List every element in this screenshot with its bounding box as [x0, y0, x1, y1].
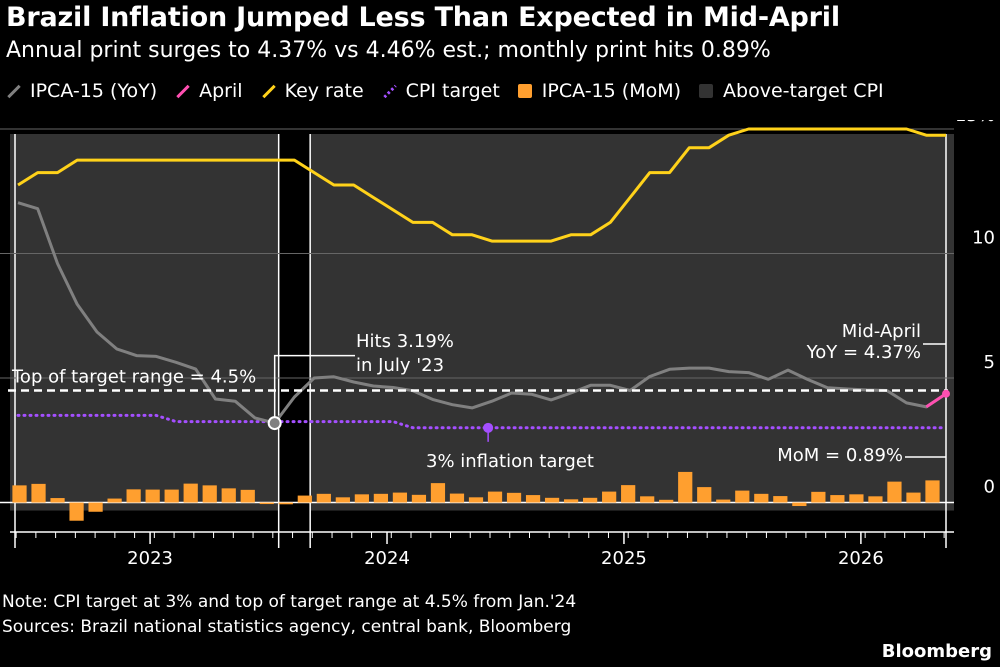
- mom-bar: [678, 471, 693, 503]
- mom-bar: [830, 495, 845, 503]
- mom-bar: [487, 491, 503, 503]
- mom-bar: [259, 502, 274, 505]
- mom-bar: [12, 485, 27, 503]
- legend-item-ipca15-mom[interactable]: IPCA-15 (MoM): [517, 80, 682, 102]
- legend-swatch-key-rate: [261, 84, 276, 98]
- cpi-target-line: [16, 413, 948, 430]
- mom-bar: [544, 497, 560, 503]
- mom-bar: [563, 499, 579, 503]
- target-range-label: Top of target range = 4.5%: [11, 366, 256, 387]
- chart-subtitle: Annual print surges to 4.37% vs 4.46% es…: [6, 38, 771, 63]
- mom-bar: [735, 490, 750, 503]
- chart-title: Brazil Inflation Jumped Less Than Expect…: [6, 2, 840, 33]
- mom-bar: [468, 497, 484, 503]
- mom-bar: [183, 483, 198, 503]
- mom-bar: [583, 497, 598, 503]
- legend-item-cpi-target[interactable]: CPI target: [382, 80, 500, 102]
- mom-bar: [640, 496, 655, 503]
- legend-swatch-ipca15-mom: [517, 84, 532, 98]
- legend-label-ipca15-yoy: IPCA-15 (YoY): [30, 80, 158, 102]
- mom-bar: [202, 485, 217, 503]
- mom-bar: [621, 485, 636, 503]
- mom-bar: [240, 489, 255, 503]
- legend-swatch-cpi-target: [382, 84, 397, 98]
- mom-bar: [31, 483, 46, 503]
- mom-bar: [88, 502, 103, 512]
- legend-swatch-april: [176, 84, 190, 98]
- mom-bar: [126, 489, 141, 503]
- mom-bar: [868, 496, 883, 503]
- chart-sources: Sources: Brazil national statistics agen…: [2, 617, 572, 637]
- above-target-shading: [10, 134, 279, 511]
- y-tick-label: 0: [984, 477, 995, 498]
- chart-note: Note: CPI target at 3% and top of target…: [2, 592, 577, 612]
- x-tick-label: 2023: [127, 548, 173, 569]
- mom-bar: [602, 491, 617, 503]
- legend-item-ipca15-yoy[interactable]: IPCA-15 (YoY): [6, 80, 157, 102]
- x-tick-label: 2025: [601, 548, 647, 569]
- legend-swatch-above-target: [699, 84, 714, 98]
- mom-bar: [335, 497, 350, 503]
- y-tick-label: 15%: [955, 120, 995, 126]
- mom-bar: [754, 493, 769, 503]
- annotation-midapril-line1: Mid-April: [842, 321, 921, 342]
- mom-bar: [716, 499, 731, 503]
- mom-bar: [659, 499, 674, 503]
- mom-bar: [925, 480, 940, 503]
- mom-bar: [525, 495, 541, 503]
- legend-label-above-target: Above-target CPI: [723, 80, 884, 102]
- mom-bar: [506, 492, 522, 503]
- mom-bar: [887, 481, 902, 503]
- latest-yoy-marker: [942, 389, 950, 398]
- mom-bar: [430, 483, 446, 503]
- y-tick-label: 5: [984, 352, 995, 373]
- annotation-inflation-target: 3% inflation target: [426, 451, 594, 472]
- ipca15-yoy-line: [17, 201, 947, 425]
- mom-bar: [50, 498, 65, 503]
- mom-bar: [316, 493, 331, 503]
- mom-bar: [849, 494, 864, 503]
- mom-bar: [773, 496, 788, 503]
- y-tick-label: 10: [972, 228, 995, 249]
- annotation-midapril-line2: YoY = 4.37%: [806, 342, 921, 363]
- legend-label-cpi-target: CPI target: [405, 80, 500, 102]
- annotation-hits-line1: Hits 3.19%: [356, 331, 454, 352]
- mom-bar: [411, 494, 427, 503]
- bloomberg-logo: Bloomberg: [881, 641, 992, 662]
- key-rate-line: [17, 127, 946, 243]
- legend-item-above-target[interactable]: Above-target CPI: [699, 80, 884, 102]
- mom-bar: [697, 487, 712, 503]
- mom-bar: [221, 488, 236, 503]
- mom-bar: [373, 493, 389, 503]
- mom-bar: [164, 489, 179, 503]
- mom-bar: [297, 495, 312, 503]
- mom-bar: [69, 502, 84, 521]
- x-tick-label: 2026: [838, 548, 884, 569]
- mom-bar: [145, 489, 160, 503]
- legend-label-key-rate: Key rate: [284, 80, 364, 102]
- mom-bar: [449, 493, 465, 503]
- mom-bar: [354, 494, 369, 503]
- mom-bar: [278, 502, 293, 505]
- mom-bar: [811, 491, 826, 503]
- low-point-marker: [267, 416, 282, 431]
- legend-swatch-ipca15-yoy: [7, 84, 21, 98]
- chart-plot: 0 5 10 15% Top of target range = 4.5% Hits 3.…: [0, 120, 995, 569]
- mom-bar: [792, 502, 807, 507]
- low-point-leader: [273, 354, 355, 418]
- mom-bar: [906, 492, 921, 503]
- mom-bar: [107, 498, 122, 503]
- chart-legend: IPCA-15 (YoY) April Key rate CPI target …: [6, 80, 902, 102]
- legend-label-ipca15-mom: IPCA-15 (MoM): [541, 80, 682, 102]
- annotation-hits-line2: in July '23: [356, 355, 444, 376]
- legend-label-april: April: [199, 80, 243, 102]
- legend-item-key-rate[interactable]: Key rate: [261, 80, 364, 102]
- legend-item-april[interactable]: April: [175, 80, 243, 102]
- annotation-mom: MoM = 0.89%: [777, 445, 903, 466]
- x-tick-label: 2024: [364, 548, 410, 569]
- mom-bar: [392, 492, 408, 503]
